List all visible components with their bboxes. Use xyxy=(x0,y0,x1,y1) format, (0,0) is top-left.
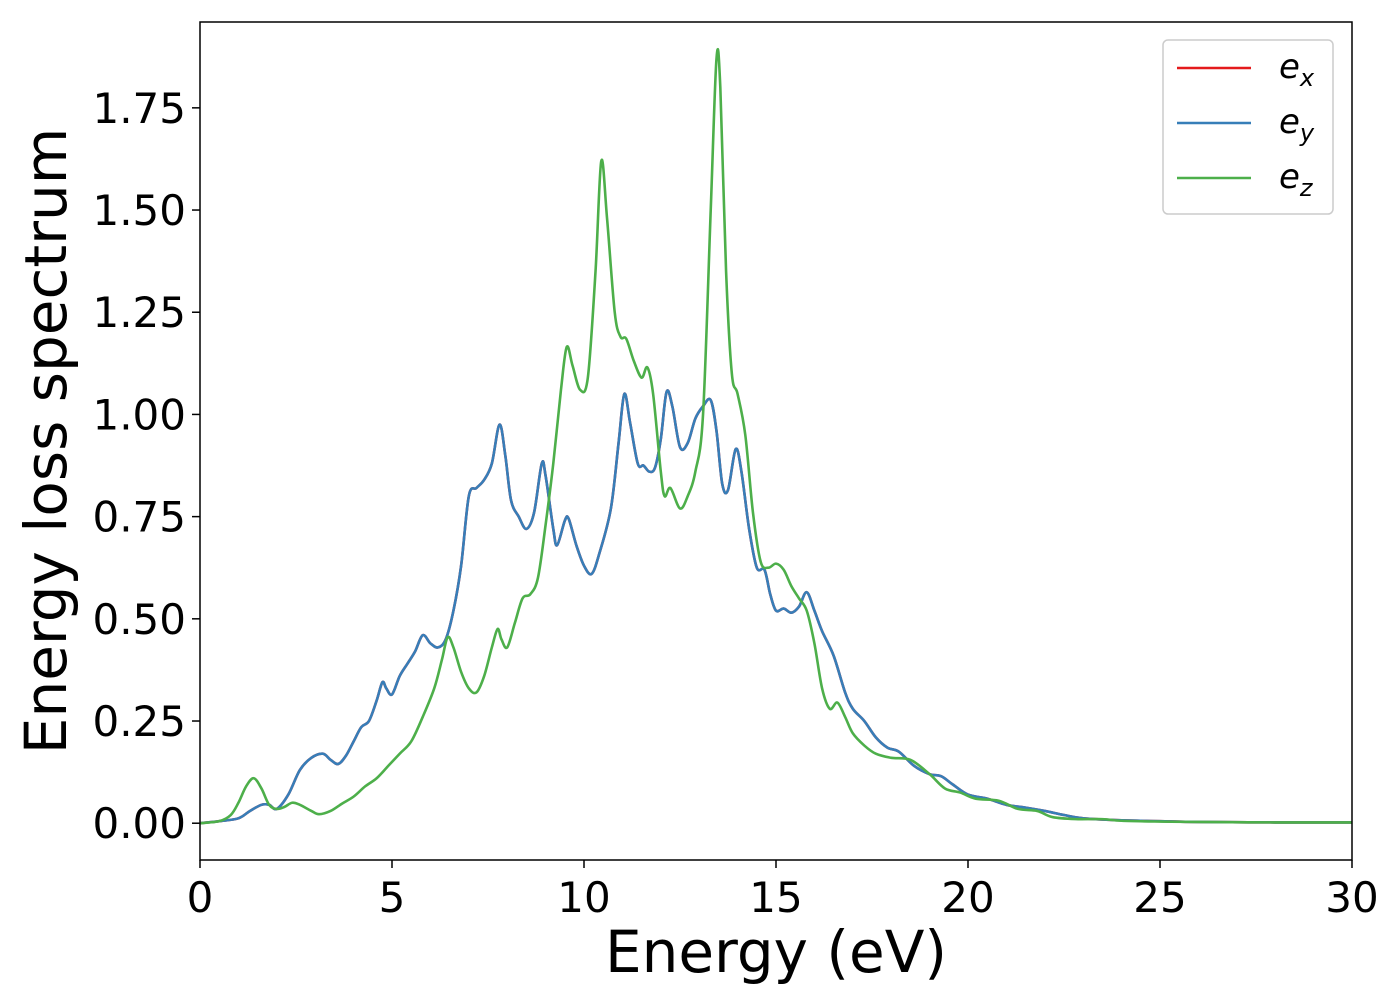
x-axis-label: Energy (eV) xyxy=(605,918,947,986)
y-tick-label: 1.75 xyxy=(92,84,186,133)
series-line-e-x xyxy=(200,389,1352,825)
y-tick-label: 1.00 xyxy=(92,390,186,439)
y-tick-label: 0.75 xyxy=(92,493,186,542)
x-tick-label: 5 xyxy=(379,873,406,922)
series-layer xyxy=(200,47,1352,825)
y-tick-label: 1.50 xyxy=(92,186,186,235)
y-tick-label: 0.25 xyxy=(92,697,186,746)
x-tick-label: 30 xyxy=(1325,873,1378,922)
series-line-e-z xyxy=(200,47,1352,825)
legend-box xyxy=(1162,39,1334,215)
series-line-e-y xyxy=(200,389,1352,825)
y-tick-label: 1.25 xyxy=(92,288,186,337)
legend: ex ey ez xyxy=(1162,39,1334,215)
legend-label-e-x: ex xyxy=(1279,47,1315,92)
y-tick-label: 0.00 xyxy=(92,799,186,848)
y-tick-label: 0.50 xyxy=(92,595,186,644)
legend-label-e-y: ey xyxy=(1279,102,1315,147)
x-tick-label: 10 xyxy=(557,873,610,922)
legend-label-e-z: ez xyxy=(1279,157,1314,202)
x-tick-label: 25 xyxy=(1133,873,1186,922)
x-tick-label: 0 xyxy=(187,873,214,922)
y-axis-label: Energy loss spectrum xyxy=(12,128,80,754)
x-tick-label: 15 xyxy=(749,873,802,922)
y-axis: 0.00 0.25 0.50 0.75 1.00 1.25 1.50 1.75 xyxy=(92,84,200,848)
x-axis: 0 5 10 15 20 25 30 xyxy=(187,860,1379,922)
x-tick-label: 20 xyxy=(941,873,994,922)
